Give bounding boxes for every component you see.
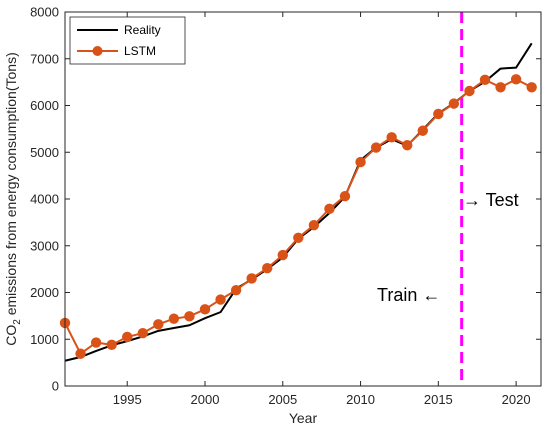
data-point-lstm xyxy=(293,232,304,244)
x-tick-label: 2015 xyxy=(424,392,453,407)
data-point-lstm xyxy=(75,348,86,359)
data-point-lstm xyxy=(230,284,242,296)
y-axis-label: CO2 emissions from energy consumption(To… xyxy=(3,52,23,345)
y-tick-label: 5000 xyxy=(30,145,59,160)
legend-marker-lstm xyxy=(92,46,103,56)
data-point-lstm xyxy=(526,82,537,93)
data-point-lstm xyxy=(479,74,491,85)
data-point-lstm xyxy=(246,273,257,284)
data-point-lstm xyxy=(106,339,117,351)
data-point-lstm xyxy=(168,313,180,324)
data-point-lstm xyxy=(262,262,273,274)
data-point-lstm xyxy=(277,249,288,261)
legend-label-lstm: LSTM xyxy=(124,44,156,58)
data-point-lstm xyxy=(308,219,320,231)
data-point-lstm xyxy=(448,98,460,109)
y-tick-label: 0 xyxy=(52,379,59,394)
x-tick-label: 2020 xyxy=(502,392,531,407)
legend: Reality LSTM xyxy=(69,16,186,65)
data-point-lstm xyxy=(355,156,366,168)
y-tick-label: 4000 xyxy=(30,192,59,207)
y-tick-label: 3000 xyxy=(30,238,59,253)
y-tick-label: 8000 xyxy=(30,5,59,20)
y-axis-label-suffix: emissions from energy consumption(Tons) xyxy=(3,52,19,319)
data-point-lstm xyxy=(153,319,164,330)
plot-frame xyxy=(64,11,542,387)
x-tick-label: 2005 xyxy=(268,392,297,407)
data-point-lstm xyxy=(137,327,148,339)
data-point-lstm xyxy=(339,190,351,202)
y-tick-label: 1000 xyxy=(30,332,59,347)
data-point-lstm xyxy=(433,108,444,120)
data-point-lstm xyxy=(417,125,428,136)
data-point-lstm xyxy=(402,140,413,151)
ticks-layer: 1995 2000 2005 2010 2015 2020 0 1000 2000 3000 400… xyxy=(30,5,541,407)
x-tick-label: 2000 xyxy=(191,392,220,407)
y-axis-label-subscript: 2 xyxy=(12,319,23,325)
legend-label-reality: Reality xyxy=(124,23,161,37)
data-point-lstm xyxy=(370,142,382,153)
y-tick-label: 6000 xyxy=(30,98,59,113)
data-point-lstm xyxy=(184,311,195,322)
data-point-lstm xyxy=(90,337,102,348)
x-tick-label: 1995 xyxy=(113,392,142,407)
data-point-lstm xyxy=(324,203,335,215)
x-axis-label: Year xyxy=(289,410,318,426)
y-axis-label-prefix: CO xyxy=(3,325,19,346)
data-point-lstm xyxy=(199,304,211,315)
x-tick-label: 2010 xyxy=(346,392,375,407)
annotation-train: Train ← xyxy=(377,285,440,305)
annotation-test: → Test xyxy=(463,190,519,210)
y-tick-label: 7000 xyxy=(30,51,59,66)
data-point-lstm xyxy=(510,74,522,85)
y-tick-label: 2000 xyxy=(30,285,59,300)
data-point-lstm xyxy=(386,132,397,143)
legend-box xyxy=(69,16,186,65)
data-point-lstm xyxy=(215,294,226,305)
series-layer xyxy=(59,42,537,362)
data-point-lstm xyxy=(464,85,475,97)
data-point-lstm xyxy=(122,331,133,343)
data-point-lstm xyxy=(495,82,506,93)
